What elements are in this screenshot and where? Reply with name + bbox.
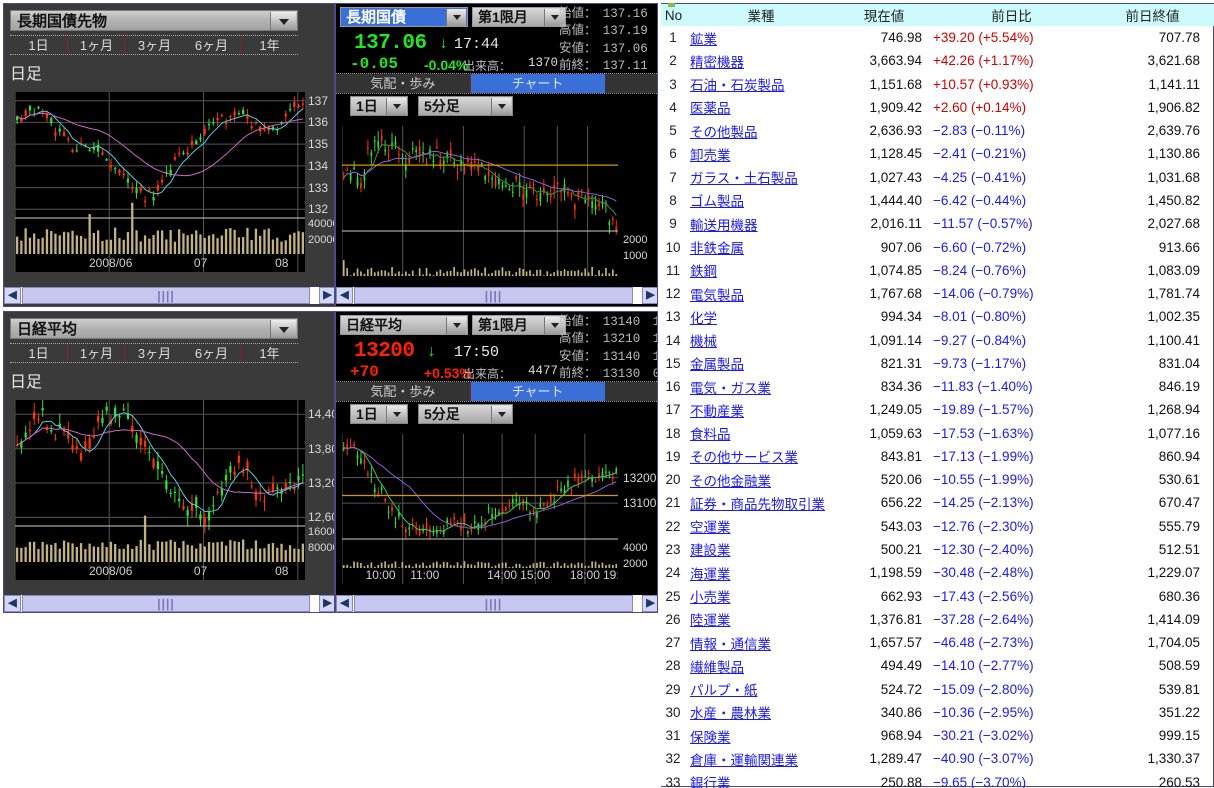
svg-text:07: 07 <box>194 564 208 578</box>
svg-text:2008/06: 2008/06 <box>89 564 133 578</box>
svg-text:2008/06: 2008/06 <box>89 256 133 270</box>
svg-text:18:00: 18:00 <box>570 568 600 582</box>
svg-text:11:00: 11:00 <box>410 568 439 582</box>
svg-text:08: 08 <box>275 564 289 578</box>
svg-text:15:00: 15:00 <box>520 568 550 582</box>
svg-text:19:00: 19:00 <box>603 568 618 582</box>
svg-text:10:00: 10:00 <box>366 568 396 582</box>
svg-text:14:00: 14:00 <box>487 568 517 582</box>
svg-text:07: 07 <box>194 256 208 270</box>
svg-text:08: 08 <box>275 256 289 270</box>
